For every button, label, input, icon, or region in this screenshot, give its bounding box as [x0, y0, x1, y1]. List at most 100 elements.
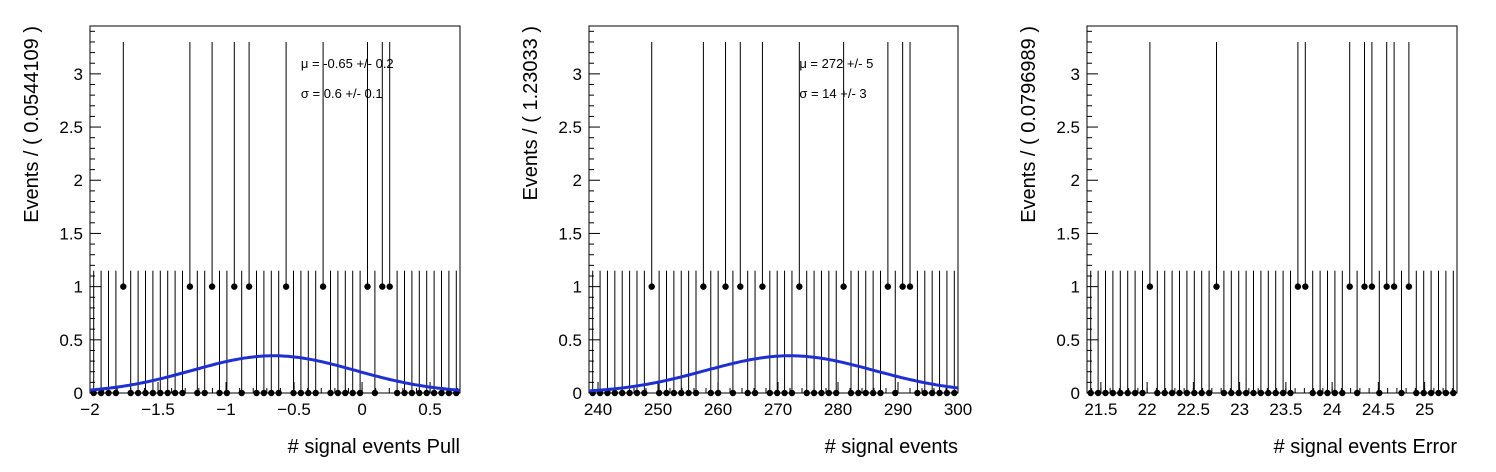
data-point	[1390, 283, 1398, 290]
data-point	[707, 389, 714, 397]
x-tick-label: −2	[80, 400, 99, 419]
data-point	[201, 389, 208, 397]
data-point	[663, 389, 670, 397]
data-point	[1094, 389, 1102, 397]
data-point	[1117, 389, 1124, 397]
data-point	[1146, 283, 1154, 290]
x-tick-label: 22	[1138, 400, 1157, 419]
data-point	[1309, 389, 1316, 397]
data-point	[847, 389, 855, 397]
x-tick-label: 270	[764, 400, 792, 419]
data-point	[238, 389, 245, 397]
data-point	[1087, 389, 1094, 397]
data-point	[884, 283, 892, 290]
data-point	[349, 389, 356, 397]
chart-panel-1: 0 0.5 1 1.5 2 2.5 3 −2 −1.5 −1 −0.5 0 0.5 # signal ev…	[21, 25, 461, 458]
chart-panel-2: 0 0.5 1 1.5 2 2.5 3 240 250 260 270 280 290 300 # sign…	[520, 25, 972, 458]
data-point	[445, 389, 453, 397]
y-tick-label: 1	[573, 278, 582, 297]
y-tick-label: 0	[74, 384, 83, 403]
data-point	[423, 389, 430, 397]
data-point	[729, 389, 737, 397]
data-point	[633, 389, 641, 397]
data-point	[943, 389, 951, 397]
data-point	[1183, 389, 1191, 397]
data-point	[670, 389, 678, 397]
y-tick-label: 2	[573, 171, 582, 190]
data-point	[1198, 389, 1205, 397]
y-tick-label: 2.5	[558, 118, 582, 137]
data-point	[393, 389, 401, 397]
data-point	[921, 389, 928, 397]
data-point	[604, 389, 611, 397]
x-tick-label: 25	[1415, 400, 1434, 419]
data-point	[692, 389, 700, 397]
y-axis-title: Events / ( 1.23033 )	[520, 26, 542, 201]
data-point	[928, 389, 936, 397]
x-tick-label: 24.5	[1362, 400, 1395, 419]
data-point	[855, 389, 862, 397]
data-point	[1294, 283, 1302, 290]
data-point	[1353, 389, 1361, 397]
data-point	[1413, 389, 1420, 397]
data-point	[1331, 389, 1339, 397]
y-tick-label: 1	[74, 278, 83, 297]
data-point	[379, 283, 386, 290]
plot-frame	[89, 25, 461, 394]
data-point	[164, 389, 171, 397]
data-point	[877, 389, 884, 397]
data-point	[297, 389, 305, 397]
data-point	[1346, 283, 1353, 290]
data-point	[840, 283, 847, 290]
fit-annotation-1: μ = -0.65 +/- 0.2	[301, 56, 394, 71]
data-point	[438, 389, 445, 397]
data-point	[862, 389, 869, 397]
y-tick-label: 0	[573, 384, 582, 403]
x-tick-label: 280	[824, 400, 852, 419]
x-tick-label: 0	[357, 400, 366, 419]
data-point	[1191, 389, 1198, 397]
data-point	[282, 283, 290, 290]
y-tick-label: 0.5	[1056, 331, 1080, 350]
data-point	[90, 389, 97, 397]
data-point	[149, 389, 157, 397]
data-point	[194, 389, 201, 397]
x-tick-label: 23	[1230, 400, 1249, 419]
data-point	[611, 389, 619, 397]
y-tick-label: 1.5	[558, 224, 582, 243]
y-tick-label: 2	[1071, 171, 1080, 190]
y-tick-label: 0.5	[558, 331, 582, 350]
data-point	[1102, 389, 1109, 397]
plot-frame	[1086, 25, 1458, 394]
data-point	[1442, 389, 1450, 397]
data-point	[356, 389, 364, 397]
data-point	[171, 389, 179, 397]
data-point	[951, 389, 958, 397]
data-point	[1176, 389, 1183, 397]
data-point	[796, 283, 803, 290]
y-tick-label: 1.5	[59, 224, 83, 243]
data-point	[1250, 389, 1257, 397]
data-point	[112, 389, 120, 397]
y-tick-label: 1.5	[1056, 224, 1080, 243]
data-point	[825, 389, 833, 397]
data-point	[208, 283, 216, 290]
data-point	[626, 389, 633, 397]
x-axis-title: # signal events	[825, 436, 958, 458]
data-point	[268, 389, 275, 397]
data-point	[1109, 389, 1117, 397]
data-point	[1242, 389, 1250, 397]
data-point	[1368, 283, 1376, 290]
data-point	[1257, 389, 1265, 397]
data-point	[1287, 389, 1294, 397]
data-point	[833, 389, 840, 397]
data-point	[1154, 389, 1161, 397]
data-point	[386, 283, 393, 290]
data-point	[1420, 389, 1427, 397]
data-point	[319, 283, 327, 290]
y-axis-title: Events / ( 0.0544109 )	[21, 26, 43, 223]
x-tick-label: 0.5	[418, 400, 442, 419]
data-point	[788, 389, 796, 397]
y-tick-label: 3	[74, 65, 83, 84]
